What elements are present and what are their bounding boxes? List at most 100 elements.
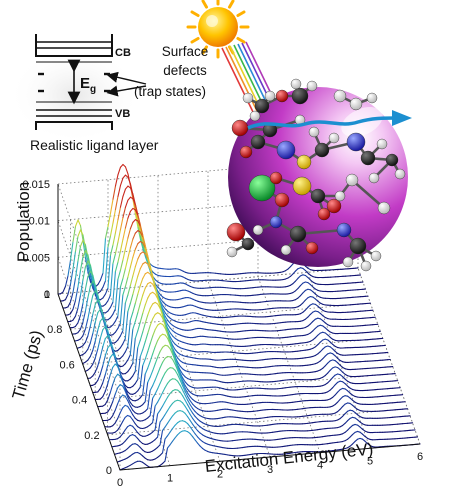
curve-segment — [157, 367, 161, 375]
curve-segment — [159, 294, 164, 298]
curve-segment — [114, 418, 119, 424]
curve-segment — [104, 364, 109, 376]
sun-ray — [236, 10, 246, 17]
curve-segment — [79, 229, 84, 236]
curve-segment — [164, 319, 169, 326]
ligand-atom — [239, 145, 253, 159]
curve-segment — [126, 445, 131, 450]
curve-segment — [179, 374, 184, 382]
curve-segment — [179, 384, 184, 391]
curve-segment — [152, 379, 156, 387]
curve-segment — [142, 287, 146, 296]
curve-segment — [127, 396, 131, 403]
curve-segment — [159, 302, 164, 310]
curve-segment — [104, 226, 109, 239]
curve-segment — [79, 239, 84, 248]
curve-segment — [184, 387, 189, 394]
curve-segment — [129, 401, 134, 407]
curve-segment — [142, 273, 146, 279]
sun-ray — [236, 37, 246, 44]
curve-segment — [99, 272, 104, 281]
curve-segment — [329, 367, 334, 371]
curve-segment — [149, 335, 154, 345]
curve-segment — [127, 354, 131, 361]
curve-segment — [89, 294, 94, 307]
ligand-atom — [342, 256, 354, 268]
curve-segment — [314, 334, 319, 339]
curve-segment — [94, 299, 99, 305]
curve-segment — [97, 337, 101, 350]
curve-segment — [142, 358, 146, 367]
curve-segment — [167, 345, 171, 350]
band-gap-label: Eg — [80, 75, 96, 95]
curve-segment — [177, 380, 181, 386]
ligand-atom — [328, 132, 340, 144]
ligand-atom — [274, 192, 290, 208]
curve-segment — [157, 409, 161, 415]
ligand-bond — [350, 178, 386, 210]
curve-segment — [154, 283, 159, 289]
curve-segment — [354, 412, 359, 416]
curve-segment — [127, 210, 131, 219]
curve-segment — [107, 356, 111, 366]
curve-segment — [177, 364, 181, 371]
curve-segment — [107, 212, 112, 228]
curve-segment — [92, 371, 96, 377]
ligand-atom — [252, 224, 264, 236]
z-tick-label: 0.6 — [60, 359, 75, 371]
curve-segment — [317, 351, 321, 355]
curve-segment — [169, 336, 174, 342]
curve-segment — [187, 404, 191, 410]
curve-segment — [199, 445, 204, 449]
curve-segment — [69, 241, 74, 261]
curve-segment — [169, 343, 174, 353]
curve-segment — [169, 348, 174, 355]
curve-segment — [187, 399, 191, 406]
curve-segment — [309, 320, 314, 325]
curve-segment — [117, 365, 121, 374]
curve-segment — [144, 408, 149, 412]
ligand-atom — [305, 241, 319, 255]
curve-segment — [124, 390, 129, 398]
curve-segment — [92, 340, 96, 351]
curve-segment — [142, 341, 146, 351]
curve-segment — [102, 280, 107, 288]
curve-segment — [104, 326, 109, 332]
curve-segment — [329, 341, 334, 346]
curve-segment — [147, 258, 151, 268]
curve-segment — [154, 288, 159, 298]
curve-segment — [102, 374, 106, 384]
curve-segment — [109, 222, 114, 237]
curve-segment — [119, 238, 124, 252]
ligand-molecules — [226, 78, 406, 272]
curve-segment — [87, 270, 91, 278]
curve-segment — [339, 406, 344, 410]
curve-segment — [354, 438, 359, 443]
curve-segment — [119, 330, 124, 337]
defect-pointer-lines — [106, 71, 147, 97]
curve-segment — [109, 344, 114, 349]
curve-segment — [129, 238, 134, 249]
curve-segment — [119, 217, 124, 231]
curve-segment — [304, 269, 309, 274]
waterfall-series — [64, 196, 366, 316]
curve-segment — [69, 268, 74, 285]
curve-segment — [137, 220, 141, 227]
ligand-atom — [314, 142, 330, 158]
curve-segment — [167, 392, 171, 398]
curve-segment — [169, 339, 174, 347]
curve-segment — [164, 308, 169, 312]
curve-segment — [186, 415, 191, 421]
curve-segment — [329, 387, 334, 391]
curve-segment — [194, 439, 199, 444]
curve-segment — [192, 407, 196, 413]
curve-segment — [137, 339, 141, 349]
curve-segment — [132, 320, 136, 330]
curve-segment — [94, 379, 99, 385]
curve-segment — [99, 396, 104, 400]
curve-segment — [184, 394, 189, 401]
curve-segment — [114, 387, 119, 395]
curve-segment — [89, 375, 94, 379]
curve-segment — [144, 381, 149, 403]
